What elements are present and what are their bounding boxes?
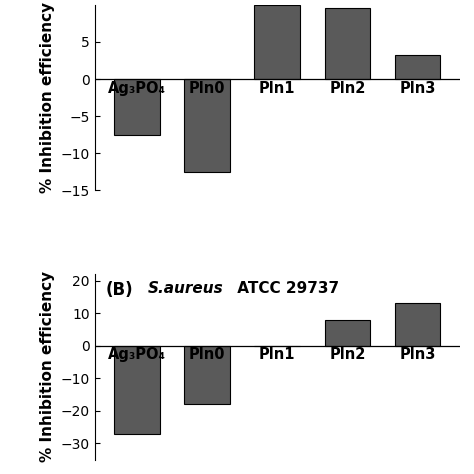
Text: Pln3: Pln3 bbox=[400, 81, 436, 96]
Text: Pln1: Pln1 bbox=[259, 347, 296, 362]
Text: ATCC 29737: ATCC 29737 bbox=[232, 282, 339, 296]
Y-axis label: % Inhibition efficiency: % Inhibition efficiency bbox=[40, 271, 55, 463]
Y-axis label: % Inhibition efficiency: % Inhibition efficiency bbox=[40, 2, 55, 193]
Bar bbox=[395, 303, 440, 346]
Bar bbox=[184, 79, 230, 172]
Bar bbox=[325, 9, 370, 79]
Bar bbox=[184, 346, 230, 404]
Text: Pln1: Pln1 bbox=[259, 81, 296, 96]
Bar bbox=[114, 79, 160, 135]
Bar bbox=[395, 55, 440, 79]
Text: Pln2: Pln2 bbox=[329, 347, 365, 362]
Text: Pln3: Pln3 bbox=[400, 347, 436, 362]
Text: Pln2: Pln2 bbox=[329, 81, 365, 96]
Text: Ag₃PO₄: Ag₃PO₄ bbox=[108, 81, 166, 96]
Text: S.aureus: S.aureus bbox=[147, 282, 223, 296]
Text: Pln0: Pln0 bbox=[189, 81, 225, 96]
Text: Pln0: Pln0 bbox=[189, 347, 225, 362]
Bar bbox=[325, 319, 370, 346]
Text: (B): (B) bbox=[105, 282, 133, 300]
Bar bbox=[114, 346, 160, 434]
Text: Ag₃PO₄: Ag₃PO₄ bbox=[108, 347, 166, 362]
Bar bbox=[255, 5, 300, 79]
